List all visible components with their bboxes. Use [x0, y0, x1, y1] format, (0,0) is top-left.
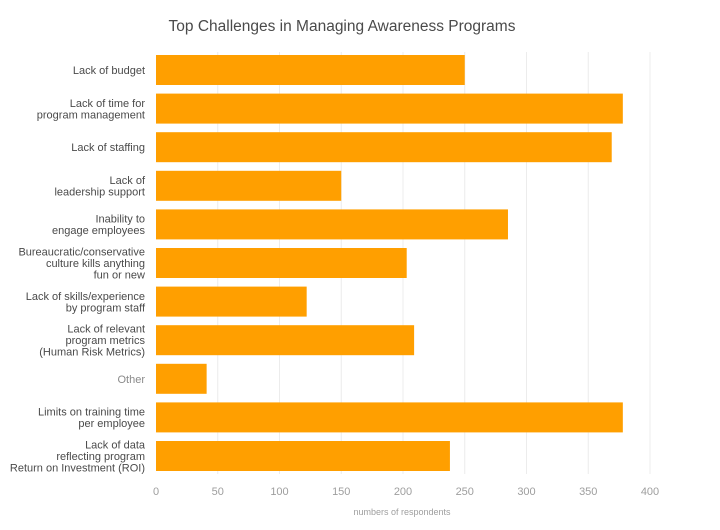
bar	[156, 170, 342, 201]
bar	[156, 325, 415, 356]
chart-title: Top Challenges in Managing Awareness Pro…	[169, 18, 516, 35]
x-tick-label: 350	[579, 486, 597, 498]
category-label: Lack of budget	[73, 65, 145, 77]
x-tick-label: 100	[270, 486, 288, 498]
category-label: Inability to engage employees	[52, 214, 145, 238]
category-label: Lack of skills/experience by program staf…	[26, 291, 146, 315]
category-labels: Lack of budget Lack of time for program ma…	[10, 65, 146, 475]
category-label: Lack of staffing	[71, 142, 145, 154]
x-tick-label: 400	[641, 486, 659, 498]
bar	[156, 441, 450, 471]
category-label: Lack of relevant program metrics (Human Ri…	[39, 324, 145, 359]
bar	[156, 363, 207, 394]
bar	[156, 55, 465, 85]
category-label: Lack of leadership support	[54, 175, 145, 199]
x-tick-label: 0	[153, 486, 159, 498]
x-axis-label: numbers of respondents	[353, 507, 451, 517]
bar	[156, 132, 612, 163]
category-label: Other	[117, 374, 145, 386]
bar	[156, 248, 407, 278]
bar	[156, 402, 623, 433]
x-tick-label: 50	[212, 486, 224, 498]
bar	[156, 209, 508, 240]
x-tick-label: 150	[332, 486, 350, 498]
x-tick-label: 200	[394, 486, 412, 498]
category-label: Lack of data reflecting program Return on …	[10, 440, 146, 475]
category-label: Limits on training time per employee	[38, 407, 145, 431]
bar	[156, 93, 623, 124]
x-axis-ticks: 0 50 100 150 200 250 300 350 400	[153, 486, 659, 498]
bar	[156, 286, 307, 317]
x-tick-label: 250	[456, 486, 474, 498]
x-tick-label: 300	[517, 486, 535, 498]
category-label: Bureaucratic/conservative culture kills a…	[18, 247, 145, 282]
category-label: Lack of time for program management	[37, 98, 146, 122]
bars	[156, 55, 623, 471]
